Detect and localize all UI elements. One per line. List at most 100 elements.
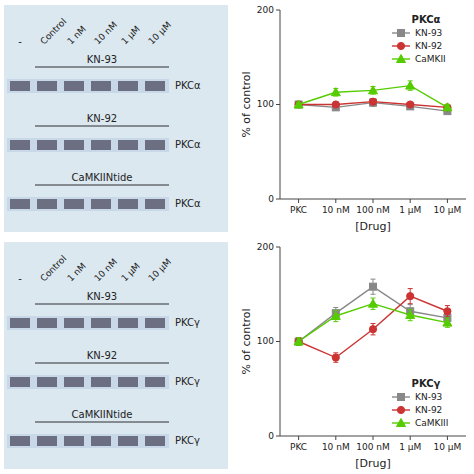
column-label: 1 nM [65,261,88,284]
band-label: PKCγ [175,317,200,328]
band-strip [7,197,169,211]
column-label: 10 μM [146,20,173,47]
x-tick [335,199,336,203]
legend-entry: KN-93 [415,28,442,38]
x-tick [298,199,299,203]
column-label: 1 nM [65,24,88,47]
band-label: PKCα [175,80,201,91]
legend-entry: KN-92 [415,405,442,415]
x-tick-label: 100 nM [356,205,390,215]
y-tick-label: 100 [257,99,274,109]
gel-band [10,199,30,209]
legend-entry: KN-93 [415,392,442,402]
point [332,354,339,361]
legend-entry: CaMKIII [415,418,448,428]
point [369,299,378,307]
x-tick-label: PKC [290,205,307,215]
point [332,101,339,108]
y-tick-label: 0 [268,431,274,441]
gel-band [145,140,165,150]
error-cap [333,362,338,363]
gel-band [10,436,30,446]
point [369,326,376,333]
point [294,337,303,345]
error-cap [445,305,450,306]
line-chart: 0100200PKC10 nM100 nM1 μM10 μM[Drug]% of… [240,242,466,471]
gel-band [91,377,111,387]
gel-band [37,81,57,91]
gel-band [145,81,165,91]
x-tick-label: 1 μM [399,205,421,215]
point [369,86,378,94]
column-label: - [18,273,22,284]
point [295,101,302,108]
section-underline [35,126,169,127]
x-tick-label: 100 nM [356,442,390,452]
y-tick-label: 200 [257,5,274,15]
gel-band [64,318,84,328]
gel-band [118,81,138,91]
gel-band [91,199,111,209]
section-underline [35,185,169,186]
section-title: KN-92 [87,113,117,124]
gel-band [64,81,84,91]
gel-band [37,436,57,446]
point [406,81,415,89]
point [369,98,376,105]
y-tick-label: 0 [268,194,274,204]
band-label: PKCγ [175,435,200,446]
band-label: PKCα [175,139,201,150]
legend-title: PKCα [412,14,441,25]
section-underline [35,67,169,68]
x-tick [373,199,374,203]
band-strip [7,316,169,330]
legend-marker [398,30,405,37]
x-tick [447,199,448,203]
figure: -Control1 nM10 nM1 μM10 μMKN-93PKCαKN-92… [0,0,474,474]
section-title: CaMKIINtide [72,409,133,420]
band-strip [7,375,169,389]
column-label: 1 μM [119,24,142,47]
error-cap [408,288,413,289]
error-cap [333,321,338,322]
gel-band [10,318,30,328]
y-tick [276,104,280,105]
column-label: 10 μM [146,257,173,284]
gel-panel: -Control1 nM10 nM1 μM10 μMKN-93PKCαKN-92… [4,5,228,232]
error-cap [333,307,338,308]
legend-marker [398,394,405,401]
column-label: Control [38,16,68,46]
gel-band [37,318,57,328]
y-tick-label: 200 [257,242,274,252]
error-cap [408,303,413,304]
error-cap [408,320,413,321]
gel-background [4,5,228,232]
plot-area [294,81,452,115]
column-label: 10 nM [92,257,119,284]
point [331,311,340,319]
gel-band [118,199,138,209]
gel-band [37,199,57,209]
gel-band [145,377,165,387]
legend-title: PKCγ [412,378,441,389]
gel-band [64,140,84,150]
gel-band [10,140,30,150]
gel-band [10,81,30,91]
gel-band [64,199,84,209]
series-line [299,304,448,342]
column-label: Control [38,253,68,283]
band-strip [7,79,169,93]
section-title: KN-92 [87,350,117,361]
gel-band [64,436,84,446]
section-underline [35,422,169,423]
point [406,311,415,319]
point [295,101,302,108]
gel-band [37,377,57,387]
y-axis-label: % of control [240,308,253,374]
error-bar [371,279,376,294]
gel-background [4,242,228,469]
gel-band [145,436,165,446]
column-label: 10 nM [92,20,119,47]
legend-marker [397,419,406,427]
point [443,103,452,111]
